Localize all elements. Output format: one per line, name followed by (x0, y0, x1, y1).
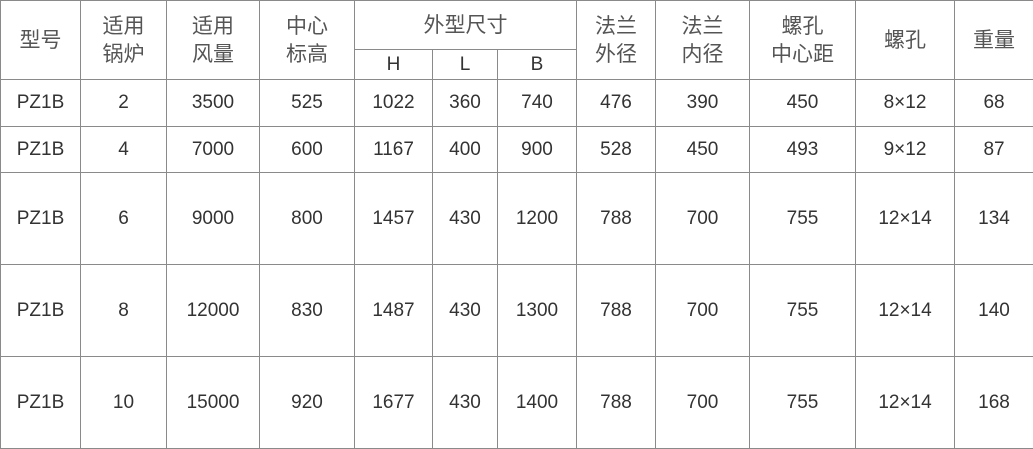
table-cell: 87 (955, 127, 1033, 173)
table-cell: 450 (656, 127, 750, 173)
table-cell: 788 (577, 265, 656, 357)
table-cell: 700 (656, 357, 750, 449)
header-flange-outer: 法兰外径 (577, 1, 656, 80)
table-cell: 9×12 (856, 127, 955, 173)
table-cell: 360 (433, 80, 498, 127)
table-cell: 755 (750, 173, 856, 265)
header-dim-l: L (433, 50, 498, 80)
table-cell: 1677 (355, 357, 433, 449)
table-cell: 430 (433, 357, 498, 449)
table-cell: PZ1B (1, 80, 81, 127)
table-cell: 755 (750, 357, 856, 449)
table-cell: 1400 (498, 357, 577, 449)
table-cell: 12000 (167, 265, 260, 357)
table-cell: 68 (955, 80, 1033, 127)
header-weight: 重量 (955, 1, 1033, 80)
table-cell: 1167 (355, 127, 433, 173)
header-dim-h: H (355, 50, 433, 80)
header-center-height: 中心标高 (260, 1, 355, 80)
table-cell: 900 (498, 127, 577, 173)
table-cell: 140 (955, 265, 1033, 357)
table-cell: 168 (955, 357, 1033, 449)
table-cell: 12×14 (856, 173, 955, 265)
table-cell: 8 (81, 265, 167, 357)
table-cell: PZ1B (1, 357, 81, 449)
table-cell: 1300 (498, 265, 577, 357)
table-cell: 1200 (498, 173, 577, 265)
table-cell: 788 (577, 173, 656, 265)
table-cell: PZ1B (1, 173, 81, 265)
table-cell: 2 (81, 80, 167, 127)
table-cell: 755 (750, 265, 856, 357)
table-cell: 450 (750, 80, 856, 127)
table-cell: 700 (656, 265, 750, 357)
table-cell: 920 (260, 357, 355, 449)
header-dim-b: B (498, 50, 577, 80)
table-cell: PZ1B (1, 265, 81, 357)
table-cell: 800 (260, 173, 355, 265)
table-cell: 10 (81, 357, 167, 449)
table-cell: 4 (81, 127, 167, 173)
table-cell: 12×14 (856, 357, 955, 449)
table-cell: 1487 (355, 265, 433, 357)
table-cell: PZ1B (1, 127, 81, 173)
table-cell: 6 (81, 173, 167, 265)
header-bolt-holes: 螺孔 (856, 1, 955, 80)
table-cell: 8×12 (856, 80, 955, 127)
table-cell: 476 (577, 80, 656, 127)
table-cell: 528 (577, 127, 656, 173)
table-cell: 600 (260, 127, 355, 173)
table-cell: 430 (433, 265, 498, 357)
table-cell: 525 (260, 80, 355, 127)
table-cell: 430 (433, 173, 498, 265)
table-cell: 3500 (167, 80, 260, 127)
header-boiler: 适用锅炉 (81, 1, 167, 80)
header-bolt-pitch: 螺孔中心距 (750, 1, 856, 80)
table-cell: 1022 (355, 80, 433, 127)
table-cell: 15000 (167, 357, 260, 449)
table-cell: 390 (656, 80, 750, 127)
table-cell: 400 (433, 127, 498, 173)
header-model: 型号 (1, 1, 81, 80)
table-cell: 788 (577, 357, 656, 449)
table-cell: 7000 (167, 127, 260, 173)
table-cell: 12×14 (856, 265, 955, 357)
table-cell: 830 (260, 265, 355, 357)
table-cell: 9000 (167, 173, 260, 265)
header-dimensions: 外型尺寸 (355, 1, 577, 50)
table-cell: 740 (498, 80, 577, 127)
header-flange-inner: 法兰内径 (656, 1, 750, 80)
header-airflow: 适用风量 (167, 1, 260, 80)
table-cell: 493 (750, 127, 856, 173)
table-cell: 134 (955, 173, 1033, 265)
table-cell: 700 (656, 173, 750, 265)
table-cell: 1457 (355, 173, 433, 265)
